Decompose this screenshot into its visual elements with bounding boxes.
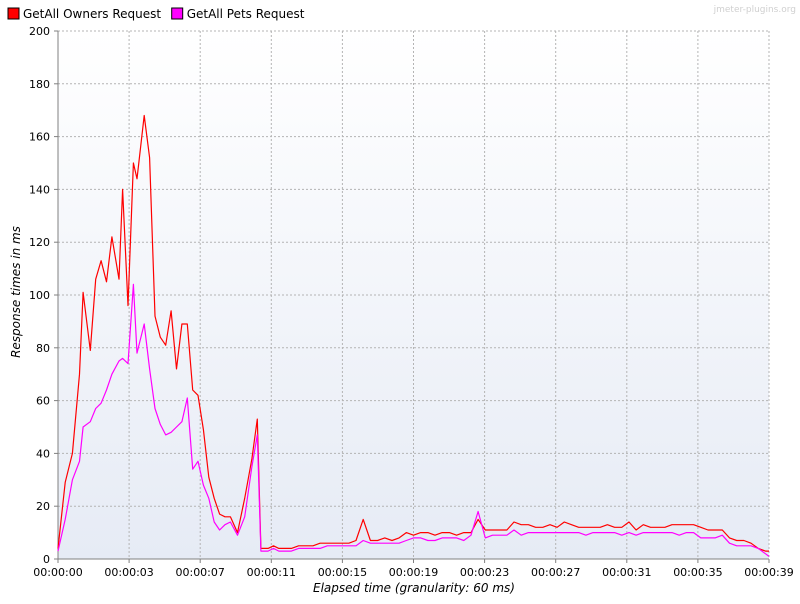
legend-label: GetAll Pets Request [187, 7, 305, 21]
x-axis-label: Elapsed time (granularity: 60 ms) [313, 581, 515, 595]
y-axis-label: Response times in ms [9, 226, 23, 358]
x-tick-label: 00:00:23 [460, 566, 509, 579]
y-tick-label: 80 [36, 342, 50, 355]
y-tick-label: 160 [29, 131, 50, 144]
watermark-text: jmeter-plugins.org [713, 5, 796, 15]
x-tick-label: 00:00:35 [673, 566, 722, 579]
legend-label: GetAll Owners Request [23, 7, 161, 21]
y-tick-label: 100 [29, 289, 50, 302]
series-line-owners [57, 114, 769, 552]
y-tick-label: 200 [29, 25, 50, 38]
legend-swatch [7, 7, 20, 20]
grid-lines [58, 30, 770, 559]
x-tick-label: 00:00:27 [531, 566, 580, 579]
y-tick-label: 0 [43, 553, 50, 566]
legend-swatch [171, 7, 184, 20]
axes: 0 20 40 60 80 100 120 140 160 180 200 00:00:00 00:00… [29, 25, 794, 579]
x-tick-label: 00:00:39 [744, 566, 793, 579]
x-tick-label: 00:00:31 [602, 566, 651, 579]
y-tick-label: 120 [29, 236, 50, 249]
y-tick-label: 40 [36, 447, 50, 460]
y-tick-label: 20 [36, 500, 50, 513]
x-tick-label: 00:00:00 [33, 566, 82, 579]
y-tick-label: 60 [36, 395, 50, 408]
x-tick-label: 00:00:15 [318, 566, 367, 579]
y-tick-label: 140 [29, 183, 50, 196]
y-tick-label: 180 [29, 78, 50, 91]
series-line-pets [57, 283, 770, 557]
x-tick-label: 00:00:07 [175, 566, 224, 579]
x-tick-label: 00:00:19 [389, 566, 438, 579]
legend: GetAll Owners Request GetAll Pets Request [7, 7, 305, 21]
series-lines [57, 114, 770, 557]
x-tick-label: 00:00:11 [247, 566, 296, 579]
x-tick-label: 00:00:03 [104, 566, 153, 579]
